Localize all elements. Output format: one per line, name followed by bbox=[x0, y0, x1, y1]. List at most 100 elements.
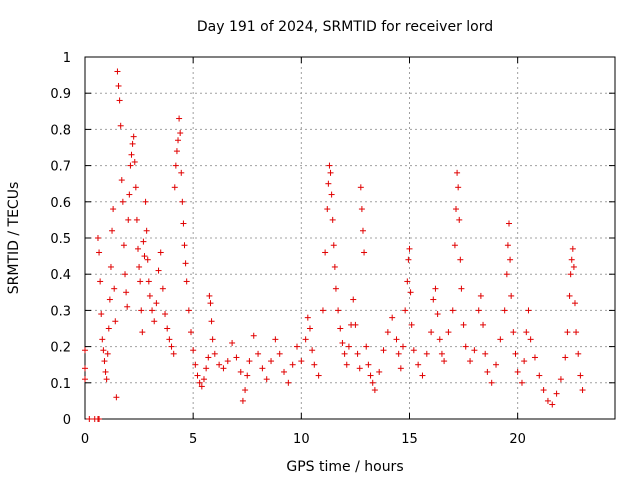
data-point bbox=[82, 347, 88, 354]
data-point bbox=[363, 343, 370, 350]
data-point bbox=[497, 336, 504, 343]
data-point bbox=[244, 372, 251, 379]
data-point bbox=[206, 292, 213, 299]
data-point bbox=[133, 216, 140, 223]
data-point bbox=[149, 307, 156, 314]
data-point bbox=[166, 336, 173, 343]
data-point bbox=[153, 300, 160, 307]
data-point bbox=[302, 336, 309, 343]
data-point bbox=[441, 358, 448, 365]
data-point bbox=[357, 184, 364, 191]
x-axis-label: GPS time / hours bbox=[286, 459, 403, 475]
data-point bbox=[255, 350, 262, 357]
data-point bbox=[132, 184, 139, 191]
data-point bbox=[190, 347, 197, 354]
data-point bbox=[242, 387, 249, 394]
data-point bbox=[125, 216, 132, 223]
data-point bbox=[432, 285, 439, 292]
data-point bbox=[285, 379, 292, 386]
x-tick-label: 0 bbox=[81, 432, 89, 447]
data-point bbox=[339, 339, 346, 346]
data-point bbox=[467, 358, 474, 365]
data-point bbox=[343, 361, 350, 368]
data-point bbox=[122, 271, 129, 278]
data-point bbox=[438, 350, 445, 357]
data-point bbox=[503, 271, 510, 278]
data-point bbox=[568, 256, 575, 263]
data-point bbox=[86, 416, 93, 422]
data-point bbox=[159, 285, 166, 292]
data-point bbox=[135, 245, 141, 252]
data-point bbox=[101, 358, 108, 365]
data-point bbox=[119, 198, 126, 205]
data-point bbox=[113, 394, 120, 401]
data-point bbox=[567, 271, 574, 278]
data-point bbox=[376, 368, 383, 375]
y-tick-label: 0.5 bbox=[50, 232, 71, 247]
data-point bbox=[211, 350, 218, 357]
data-point bbox=[216, 361, 223, 368]
data-point bbox=[536, 372, 543, 379]
data-point bbox=[311, 361, 318, 368]
data-point bbox=[406, 245, 413, 252]
data-point bbox=[105, 325, 112, 332]
data-point bbox=[294, 343, 300, 350]
data-point bbox=[127, 162, 134, 169]
data-point bbox=[484, 368, 491, 375]
data-point bbox=[96, 416, 103, 422]
data-point bbox=[181, 242, 188, 249]
data-point bbox=[564, 329, 571, 336]
data-point bbox=[155, 267, 162, 274]
data-point bbox=[369, 379, 376, 386]
data-point bbox=[309, 347, 316, 354]
data-point bbox=[335, 307, 342, 314]
data-point bbox=[566, 292, 573, 299]
y-axis-label: SRMTID / TECUs bbox=[6, 182, 22, 295]
data-point bbox=[250, 332, 257, 339]
data-point bbox=[482, 350, 489, 357]
data-point bbox=[207, 300, 214, 307]
data-point bbox=[475, 307, 482, 314]
x-tick-label: 5 bbox=[189, 432, 197, 447]
data-point bbox=[408, 321, 415, 328]
data-point bbox=[407, 289, 414, 296]
data-point bbox=[130, 133, 137, 140]
data-point bbox=[395, 350, 402, 357]
data-point bbox=[462, 343, 469, 350]
data-point bbox=[507, 256, 514, 263]
data-point bbox=[151, 318, 158, 325]
data-point bbox=[120, 242, 127, 249]
grid-lines bbox=[85, 57, 615, 419]
y-tick-label: 0 bbox=[63, 413, 71, 428]
data-point bbox=[453, 206, 459, 213]
data-point bbox=[354, 350, 361, 357]
data-point bbox=[562, 354, 569, 361]
data-point bbox=[504, 242, 511, 249]
data-point bbox=[327, 169, 334, 176]
data-point bbox=[525, 307, 532, 314]
data-point bbox=[449, 307, 456, 314]
data-point bbox=[480, 321, 487, 328]
data-point bbox=[341, 350, 348, 357]
data-point bbox=[141, 253, 148, 260]
data-point bbox=[400, 343, 406, 350]
data-point bbox=[183, 278, 190, 285]
data-point bbox=[170, 350, 177, 357]
data-point bbox=[402, 307, 409, 314]
data-point bbox=[322, 249, 329, 256]
data-point bbox=[129, 140, 136, 147]
data-point bbox=[116, 97, 123, 104]
data-point bbox=[224, 358, 231, 365]
data-point bbox=[380, 347, 387, 354]
data-point bbox=[137, 278, 144, 285]
data-point bbox=[136, 263, 143, 270]
data-point bbox=[298, 358, 305, 365]
data-point bbox=[365, 361, 372, 368]
data-point bbox=[571, 300, 578, 307]
data-point bbox=[436, 336, 443, 343]
data-point bbox=[330, 242, 337, 249]
data-point bbox=[404, 278, 411, 285]
data-point bbox=[198, 383, 205, 390]
data-point bbox=[237, 368, 244, 375]
data-point bbox=[451, 242, 458, 249]
